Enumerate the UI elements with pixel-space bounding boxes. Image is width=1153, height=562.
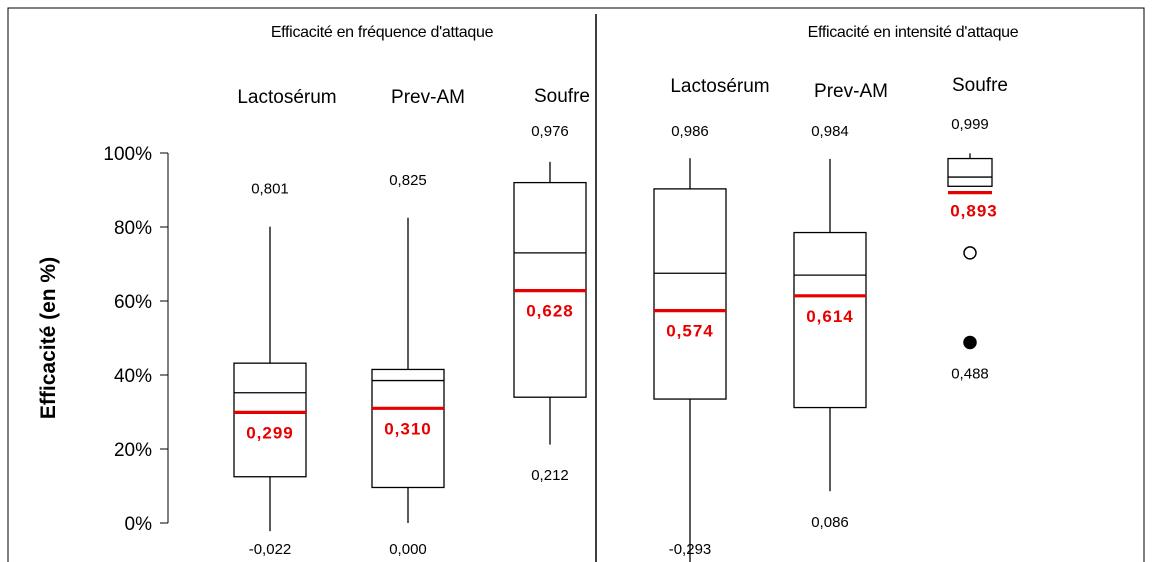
group-name: Soufre xyxy=(534,86,590,107)
chart-frame xyxy=(7,7,1145,562)
mean-value-label: 0,614 xyxy=(806,307,854,326)
y-tick-label: 0% xyxy=(125,514,153,535)
outlier-value-label: 0,488 xyxy=(951,365,989,382)
y-tick-label: 80% xyxy=(114,218,152,239)
min-value-label: -0,293 xyxy=(669,541,712,558)
max-value-label: 0,801 xyxy=(251,181,289,198)
y-tick-label: 60% xyxy=(114,292,152,313)
min-value-label: 0,086 xyxy=(811,514,849,531)
group-name: Soufre xyxy=(952,75,1008,96)
y-tick-label: 100% xyxy=(103,144,152,165)
box-iqr xyxy=(947,157,993,187)
min-value-label: 0,000 xyxy=(389,541,427,558)
group-name: Prev-AM xyxy=(814,81,888,102)
min-value-label: 0,212 xyxy=(531,467,569,484)
y-tick-label: 40% xyxy=(114,366,152,387)
max-value-label: 0,999 xyxy=(951,116,989,133)
panel-title: Efficacité en intensité d'attaque xyxy=(808,24,1019,41)
y-axis-label: Efficacité (en %) xyxy=(37,257,60,419)
mean-value-label: 0,893 xyxy=(950,202,998,221)
panel-title: Efficacité en fréquence d'attaque xyxy=(271,24,494,41)
box-iqr xyxy=(233,362,307,478)
min-value-label: -0,022 xyxy=(249,541,292,558)
mean-value-label: 0,574 xyxy=(666,322,714,341)
mean-value-label: 0,299 xyxy=(246,423,294,442)
max-value-label: 0,976 xyxy=(531,123,569,140)
box-iqr xyxy=(371,368,445,489)
group-name: Lactosérum xyxy=(237,87,336,108)
box-iqr xyxy=(793,231,867,409)
max-value-label: 0,984 xyxy=(811,123,849,140)
mean-value-label: 0,628 xyxy=(526,302,574,321)
max-value-label: 0,825 xyxy=(389,172,427,189)
y-tick-label: 20% xyxy=(114,440,152,461)
group-name: Lactosérum xyxy=(670,76,769,97)
mean-value-label: 0,310 xyxy=(384,419,432,438)
max-value-label: 0,986 xyxy=(671,123,709,140)
outlier-point-filled xyxy=(963,335,977,350)
group-name: Prev-AM xyxy=(391,87,465,108)
box-iqr xyxy=(653,188,727,400)
outlier-point-open xyxy=(963,246,977,260)
